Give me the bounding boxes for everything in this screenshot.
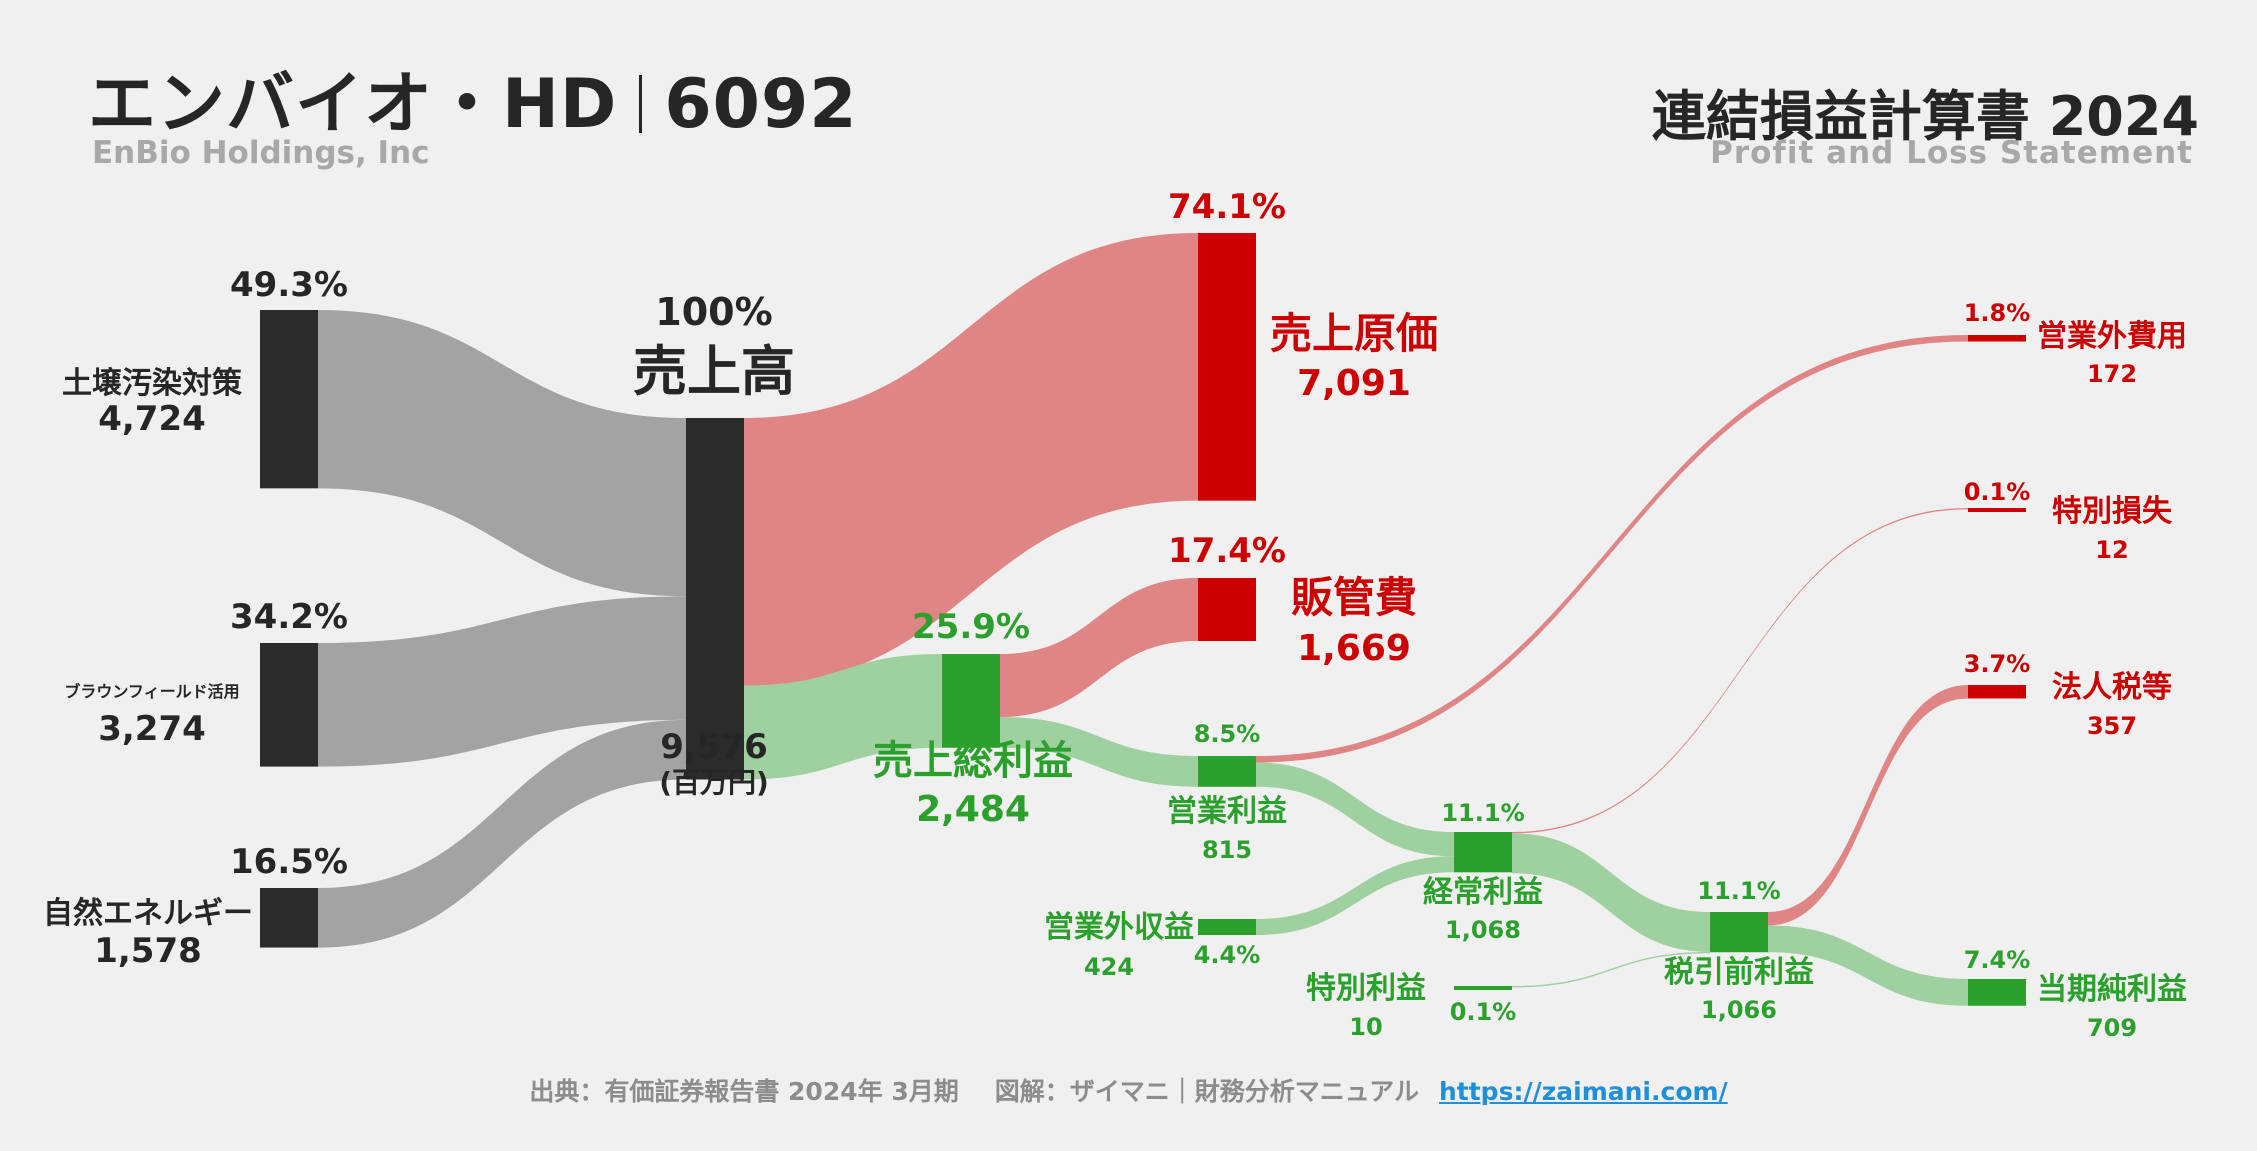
company-english-name: EnBio Holdings, Inc: [92, 135, 430, 171]
node-pretax: [1710, 912, 1768, 953]
pct-tax: 3.7%: [1964, 650, 2031, 678]
value-seg3: 1,578: [94, 931, 202, 971]
label-ext_loss: 特別損失: [2052, 494, 2173, 529]
node-nonop_inc: [1198, 919, 1256, 936]
node-net: [1968, 979, 2026, 1006]
node-seg1: [260, 310, 318, 489]
value-net: 709: [2087, 1014, 2137, 1042]
pct-seg2: 34.2%: [230, 597, 348, 637]
statement-english-title: Profit and Loss Statement: [1710, 135, 2193, 171]
label-ordinary: 経常利益: [1423, 875, 1543, 910]
value-pretax: 1,066: [1701, 996, 1777, 1024]
pct-seg3: 16.5%: [230, 842, 348, 882]
sankey-link-ordinary-pretax: [1512, 833, 1710, 952]
label-pretax: 税引前利益: [1664, 955, 1814, 990]
credit-note: 図解：ザイマニ｜財務分析マニュアル: [994, 1077, 1419, 1106]
unit-label: (百万円): [659, 766, 769, 799]
sankey-links: [318, 233, 1968, 1006]
value-nonop_exp: 172: [2087, 360, 2137, 388]
node-ext_loss: [1968, 508, 2026, 512]
value-op: 815: [1202, 836, 1252, 864]
label-nonop_exp: 営業外費用: [2037, 319, 2187, 354]
value-seg1: 4,724: [98, 399, 206, 439]
label-seg3: 自然エネルギー: [43, 896, 253, 931]
node-nonop_exp: [1968, 335, 2026, 342]
pct-gross: 25.9%: [912, 607, 1030, 647]
sankey-link-gross-op: [1000, 717, 1198, 787]
statement-title: 連結損益計算書 2024: [1651, 85, 2199, 148]
value-revenue: 9,576: [660, 727, 768, 767]
label-gross: 売上総利益: [873, 738, 1073, 784]
node-ext_gain: [1454, 986, 1512, 990]
stock-code: 6092: [664, 65, 858, 144]
pct-nonop_exp: 1.8%: [1964, 299, 2031, 327]
node-op: [1198, 756, 1256, 787]
value-cogs: 7,091: [1297, 363, 1411, 404]
node-revenue: [686, 418, 744, 780]
value-nonop_inc: 424: [1084, 953, 1134, 981]
value-ext_gain: 10: [1349, 1013, 1382, 1041]
pct-net: 7.4%: [1964, 946, 2031, 974]
sankey-link-revenue-gross: [744, 654, 942, 780]
sankey-link-ordinary-ext_loss: [1512, 508, 1968, 834]
value-ordinary: 1,068: [1445, 916, 1521, 944]
label-nonop_inc: 営業外収益: [1044, 910, 1194, 945]
value-sga: 1,669: [1297, 628, 1411, 669]
pct-ordinary: 11.1%: [1441, 799, 1524, 827]
node-seg3: [260, 888, 318, 948]
pct-pretax: 11.1%: [1697, 877, 1780, 905]
pct-nonop_inc: 4.4%: [1194, 941, 1261, 969]
value-ext_loss: 12: [2095, 536, 2128, 564]
pct-cogs: 74.1%: [1168, 187, 1286, 227]
sankey-link-seg1-revenue: [318, 310, 686, 597]
node-seg2: [260, 643, 318, 767]
pct-ext_loss: 0.1%: [1964, 478, 2031, 506]
sankey-link-gross-sga: [1000, 578, 1198, 718]
value-gross: 2,484: [916, 789, 1030, 830]
sankey-link-seg2-revenue: [318, 596, 686, 767]
label-cogs: 売上原価: [1270, 309, 1438, 358]
sankey-nodes: [260, 233, 2026, 1006]
sankey-link-ext_gain-pretax: [1512, 951, 1710, 988]
value-tax: 357: [2087, 712, 2137, 740]
label-seg2: ブラウンフィールド活用: [64, 682, 239, 701]
label-net: 当期純利益: [2037, 972, 2187, 1007]
sankey-link-revenue-cogs: [744, 233, 1198, 686]
site-link[interactable]: https://zaimani.com/: [1438, 1077, 1728, 1106]
label-ext_gain: 特別利益: [1306, 971, 1426, 1006]
sankey-link-op-ordinary: [1256, 762, 1454, 857]
pct-ext_gain: 0.1%: [1450, 998, 1517, 1026]
sankey-link-pretax-net: [1768, 925, 1968, 1006]
node-ordinary: [1454, 832, 1512, 873]
label-op: 営業利益: [1167, 794, 1287, 829]
node-sga: [1198, 578, 1256, 642]
sankey-link-pretax-tax: [1768, 685, 1968, 926]
node-gross: [942, 654, 1000, 748]
pct-sga: 17.4%: [1168, 531, 1286, 571]
company-title: エンバイオ・HD 6092: [88, 48, 858, 147]
label-revenue: 売上高: [633, 340, 795, 403]
label-tax: 法人税等: [2052, 670, 2172, 705]
pct-seg1: 49.3%: [230, 265, 348, 305]
sankey-link-op-nonop_exp: [1256, 335, 1968, 763]
source-note: 出典：有価証券報告書 2024年 3月期: [529, 1077, 959, 1106]
company-name: エンバイオ・HD: [88, 65, 618, 144]
pct-op: 8.5%: [1194, 720, 1261, 748]
node-cogs: [1198, 233, 1256, 501]
title-separator: [639, 75, 643, 133]
pct-revenue: 100%: [655, 290, 772, 334]
label-seg1: 土壌汚染対策: [62, 366, 242, 401]
node-tax: [1968, 685, 2026, 699]
sankey-link-nonop_inc-ordinary: [1256, 856, 1454, 936]
footer: 出典：有価証券報告書 2024年 3月期 図解：ザイマニ｜財務分析マニュアル htt…: [0, 1072, 2257, 1108]
sankey-link-seg3-revenue: [318, 719, 686, 948]
value-seg2: 3,274: [98, 709, 206, 749]
label-sga: 販管費: [1291, 573, 1417, 622]
